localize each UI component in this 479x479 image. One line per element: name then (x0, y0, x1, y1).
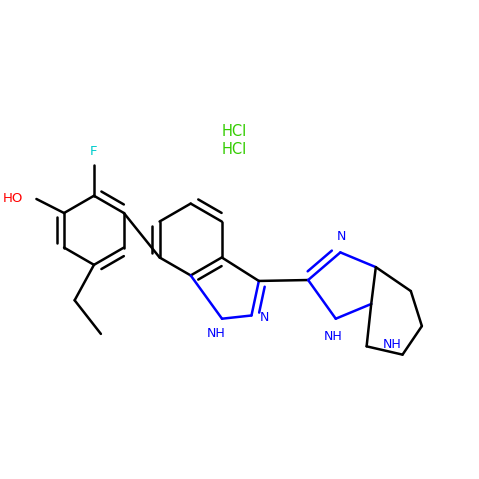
Text: NH: NH (324, 330, 343, 342)
Text: HCl: HCl (222, 124, 247, 139)
Text: F: F (90, 146, 98, 159)
Text: N: N (337, 230, 346, 243)
Text: HO: HO (3, 193, 23, 205)
Text: NH: NH (383, 338, 401, 351)
Text: HCl: HCl (222, 142, 247, 157)
Text: N: N (260, 311, 269, 324)
Text: NH: NH (207, 327, 226, 340)
